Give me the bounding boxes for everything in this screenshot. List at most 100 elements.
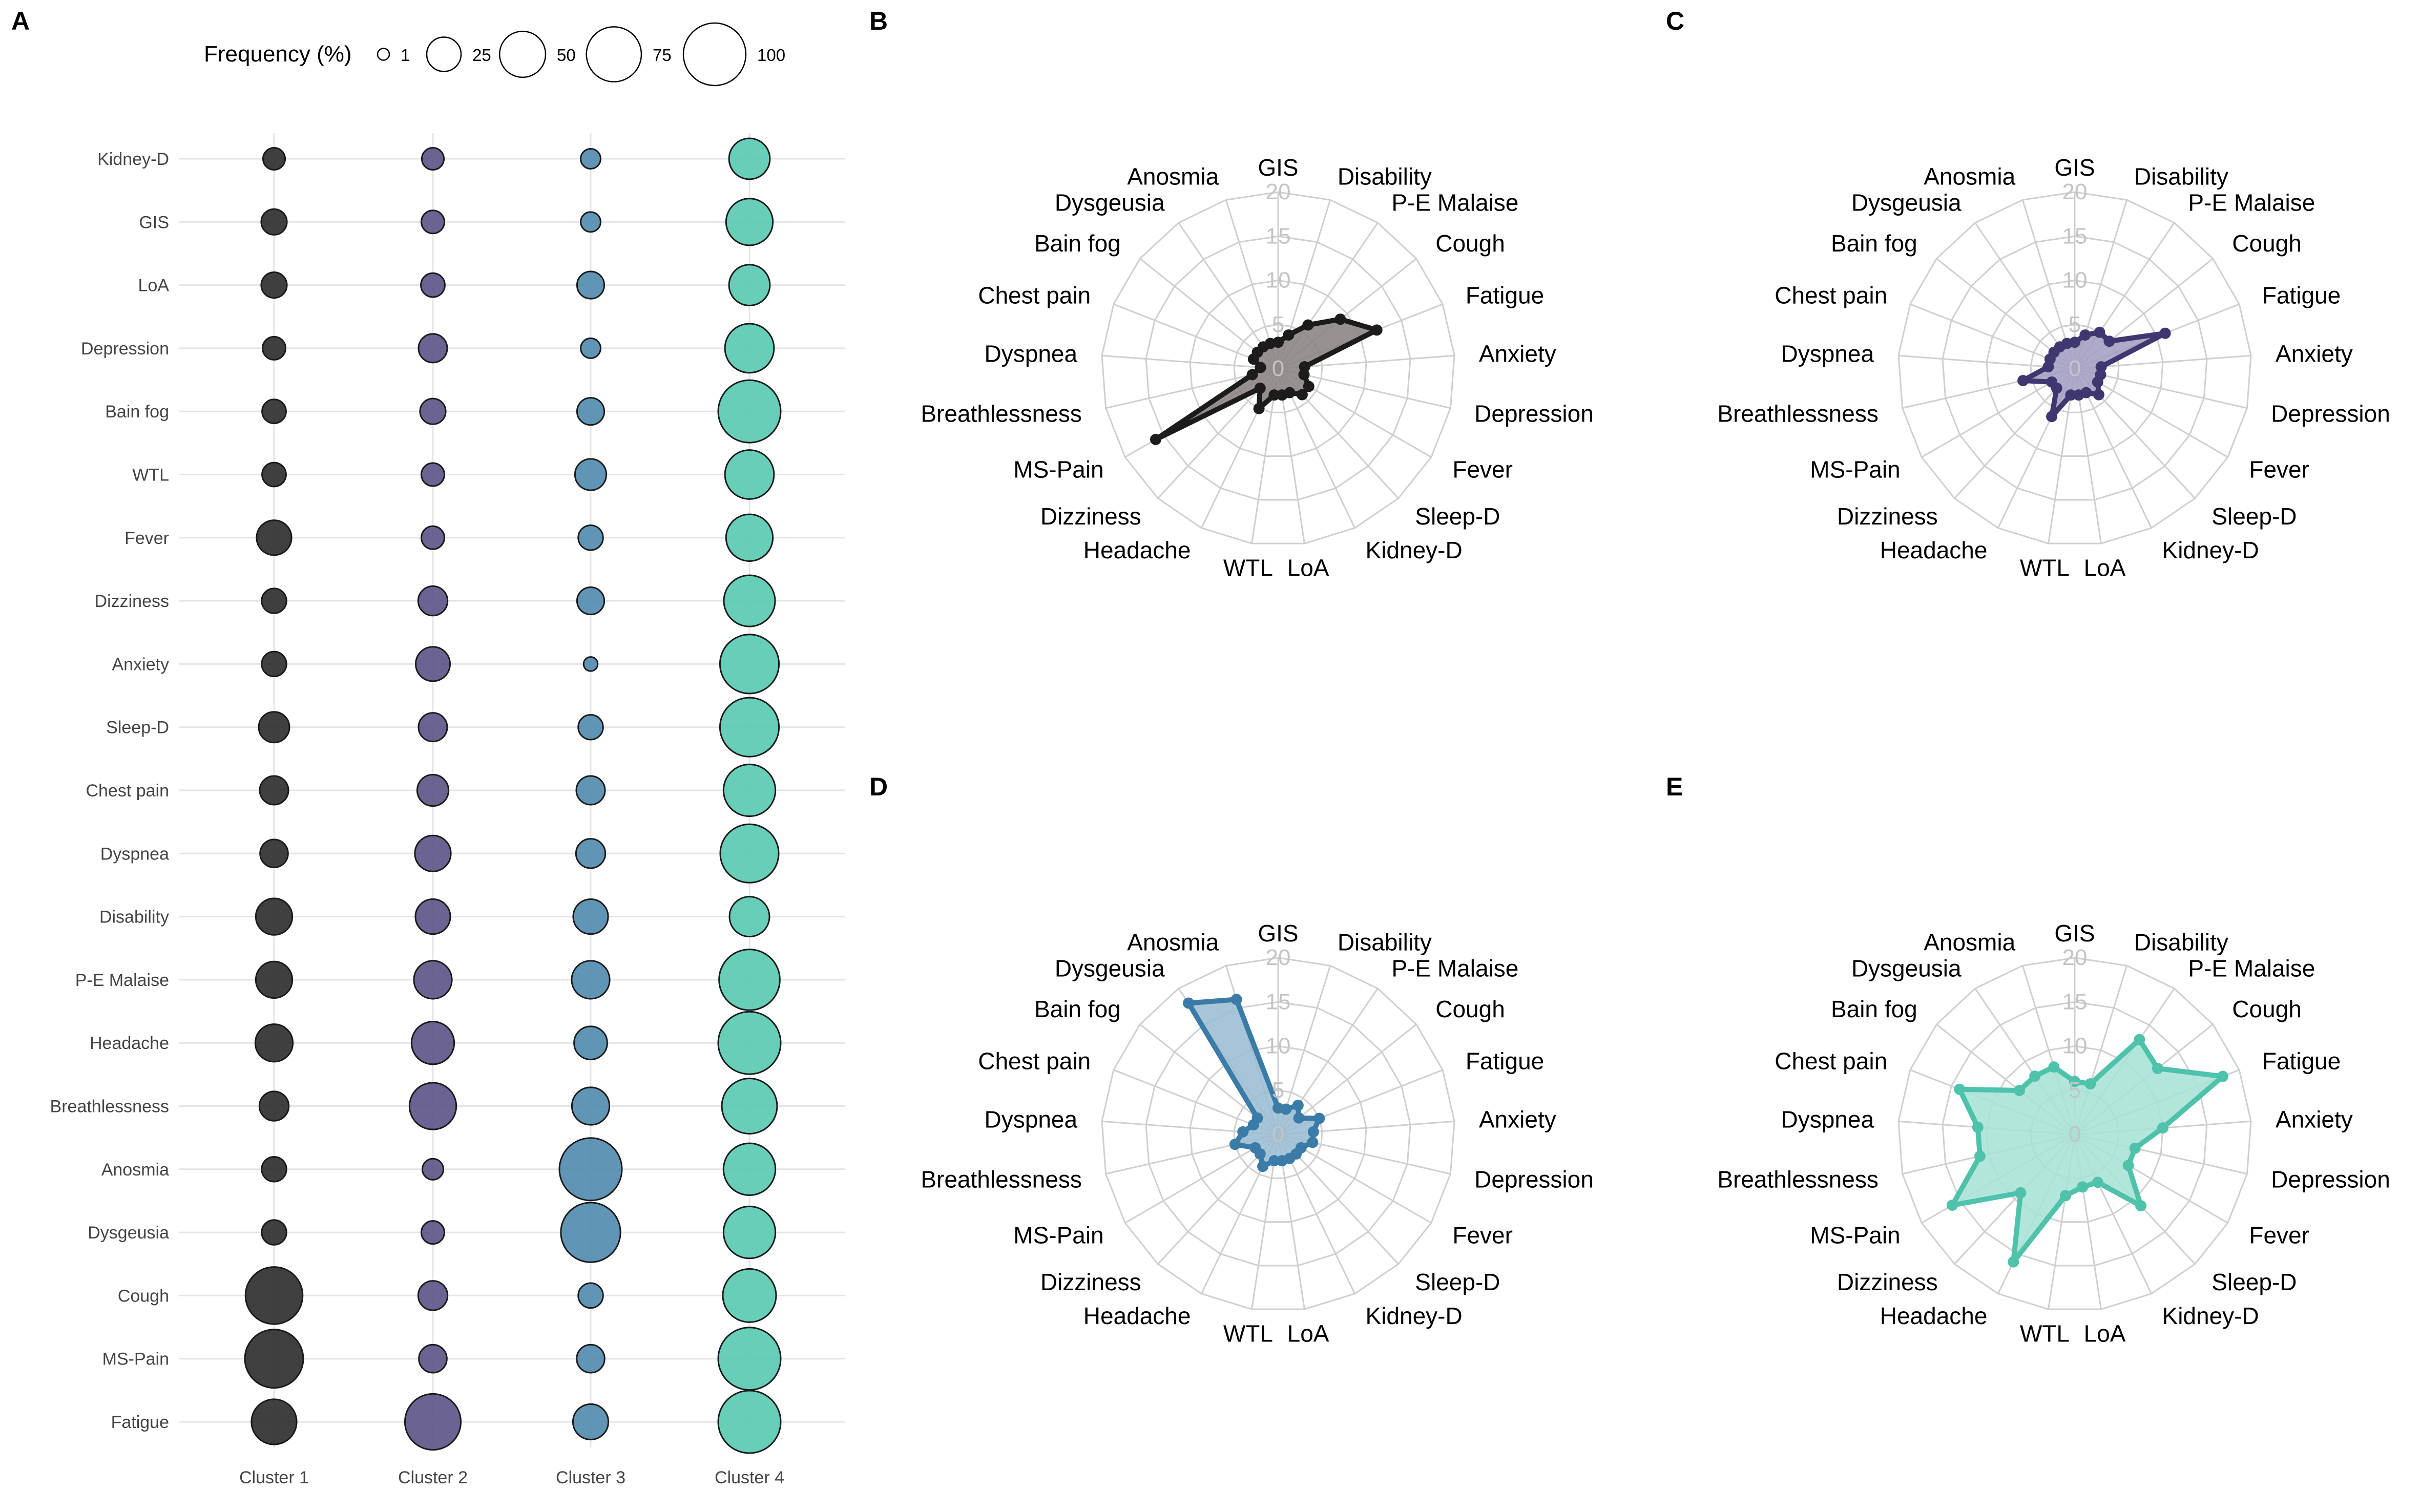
radar-axis-label: Chest pain (978, 1047, 1091, 1074)
radar-axis-label: LoA (2084, 1320, 2126, 1347)
bubble (725, 198, 774, 246)
radar-axis-label: Dyspnea (985, 1106, 1078, 1133)
bubble (261, 650, 287, 678)
legend-title: Frequency (%) (204, 41, 352, 67)
radar-axis-label: Dyspnea (1781, 341, 1874, 367)
bubble (421, 146, 445, 171)
bubble (418, 712, 448, 743)
radar-axis-label: Bain fog (1034, 996, 1121, 1022)
radar-grid-ring (1101, 957, 1455, 1310)
radar-axis-label: Headache (1083, 1303, 1191, 1329)
bubble (718, 949, 781, 1011)
radar-tick-label: 0 (2069, 1122, 2081, 1147)
radar-tick-label: 5 (2069, 312, 2081, 337)
radar-axis-label: Anxiety (1479, 341, 1556, 367)
radar-axis-label: WTL (1223, 555, 1273, 581)
bubble (262, 146, 286, 171)
bubble (421, 525, 445, 550)
radar-axis-label: Headache (1880, 1303, 1988, 1329)
radar-axis-label: Sleep-D (1415, 1269, 1500, 1295)
radar-point (2152, 1062, 2163, 1074)
bubble (724, 323, 775, 374)
radar-axis-label: Dizziness (1837, 1269, 1938, 1295)
radar-point (2134, 1034, 2145, 1045)
radar-point (1237, 1126, 1249, 1138)
x-tick-label: Cluster 4 (715, 1468, 784, 1487)
radar-axis-label: Disability (1338, 163, 1432, 190)
radar-point (1246, 369, 1258, 381)
bubble (582, 656, 599, 672)
bubble (420, 272, 446, 298)
legend-label: 75 (653, 46, 672, 65)
radar-axis-label: Depression (2271, 1166, 2390, 1192)
radar-area (1186, 997, 1322, 1169)
radar-axis-label: Breathlessness (921, 400, 1082, 427)
radar-point (2014, 1084, 2026, 1096)
radar-axis-label: Depression (1474, 400, 1594, 427)
bubble (728, 137, 771, 180)
radar-axis-label: Kidney-D (2162, 1303, 2259, 1329)
radar-axis-label: Fever (2249, 1222, 2309, 1249)
radar-grid-ring (1189, 1045, 1367, 1223)
bubble (260, 208, 288, 236)
bubble (719, 823, 780, 884)
radar-point (1230, 994, 1242, 1005)
radar-tick-label: 10 (2062, 268, 2088, 293)
bubble (717, 1390, 782, 1454)
radar-tick-label: 10 (2062, 1034, 2088, 1059)
radar-axis-label: GIS (1258, 920, 1298, 947)
radar-grid-ring (1897, 957, 2252, 1310)
bubble (580, 211, 601, 233)
bubble (251, 1398, 298, 1445)
bubble (417, 585, 449, 617)
radar-grid-ring (1897, 191, 2252, 544)
bubble (413, 960, 453, 1000)
bubble (577, 713, 604, 741)
y-tick-label: Depression (81, 339, 169, 359)
bubble (576, 270, 606, 300)
bubble (577, 1282, 604, 1309)
bubble (419, 397, 447, 425)
radar-axis-label: Headache (1880, 537, 1988, 563)
panel-label-c: C (1666, 7, 1684, 35)
radar-axis-label: WTL (2020, 1320, 2070, 1347)
bubble (410, 1021, 455, 1065)
bubble (580, 148, 601, 170)
bubble (261, 587, 287, 614)
radar-axis-label: MS-Pain (1013, 1222, 1103, 1249)
y-tick-label: Disability (99, 908, 169, 927)
radar-point (1298, 369, 1310, 381)
y-tick-label: Dyspnea (100, 844, 169, 864)
radar-axis-label: Anosmia (1924, 163, 2015, 190)
radar-point (2103, 335, 2115, 347)
y-tick-label: Fatigue (111, 1413, 169, 1432)
radar-point (1249, 1142, 1261, 1153)
radar-point (1280, 1103, 1292, 1115)
radar-point (2077, 1181, 2089, 1193)
radar-axis-label: Anosmia (1127, 163, 1219, 190)
radar-axis-label: WTL (1223, 1320, 1273, 1347)
radar-axis-label: Cough (1435, 230, 1505, 257)
bubble (728, 896, 770, 938)
radar-point (2157, 1122, 2169, 1134)
radar-axis-label: P-E Malaise (2188, 955, 2315, 981)
radar-axis-label: Bain fog (1034, 230, 1121, 257)
radar-axis-label: P-E Malaise (1391, 189, 1518, 216)
radar-point (2135, 1200, 2147, 1212)
radar-tick-label: 0 (2069, 356, 2081, 381)
bubble (421, 462, 445, 487)
bubble (719, 697, 780, 758)
y-tick-label: Anxiety (112, 655, 170, 674)
bubble (254, 1023, 294, 1063)
bubble (575, 775, 606, 806)
radar-tick-label: 20 (2062, 945, 2088, 970)
radar-axis-label: Chest pain (978, 282, 1091, 308)
radar-axis-label: Anxiety (2276, 341, 2353, 367)
radar-point (1292, 1099, 1304, 1111)
y-tick-label: Sleep-D (106, 718, 169, 738)
bubble (418, 333, 448, 364)
radar-point (2122, 1160, 2134, 1171)
radar-axis-label: Depression (2271, 400, 2390, 427)
